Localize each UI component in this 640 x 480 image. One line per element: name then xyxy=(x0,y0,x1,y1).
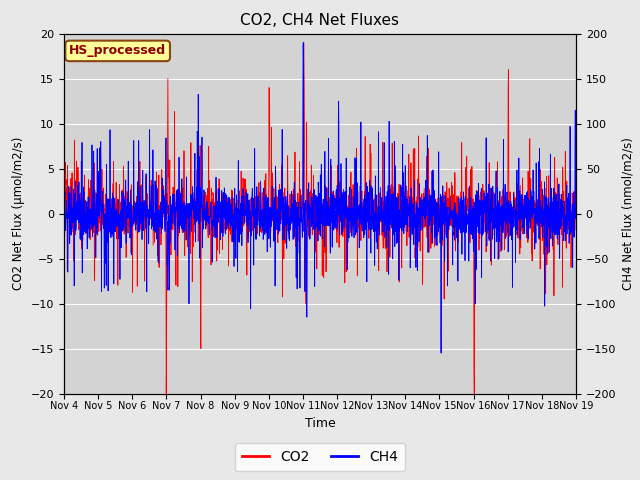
Text: HS_processed: HS_processed xyxy=(69,44,166,58)
Legend: CO2, CH4: CO2, CH4 xyxy=(235,443,405,471)
Y-axis label: CO2 Net Flux (μmol/m2/s): CO2 Net Flux (μmol/m2/s) xyxy=(12,137,25,290)
Title: CO2, CH4 Net Fluxes: CO2, CH4 Net Fluxes xyxy=(241,13,399,28)
X-axis label: Time: Time xyxy=(305,417,335,430)
Y-axis label: CH4 Net Flux (nmol/m2/s): CH4 Net Flux (nmol/m2/s) xyxy=(622,137,635,290)
